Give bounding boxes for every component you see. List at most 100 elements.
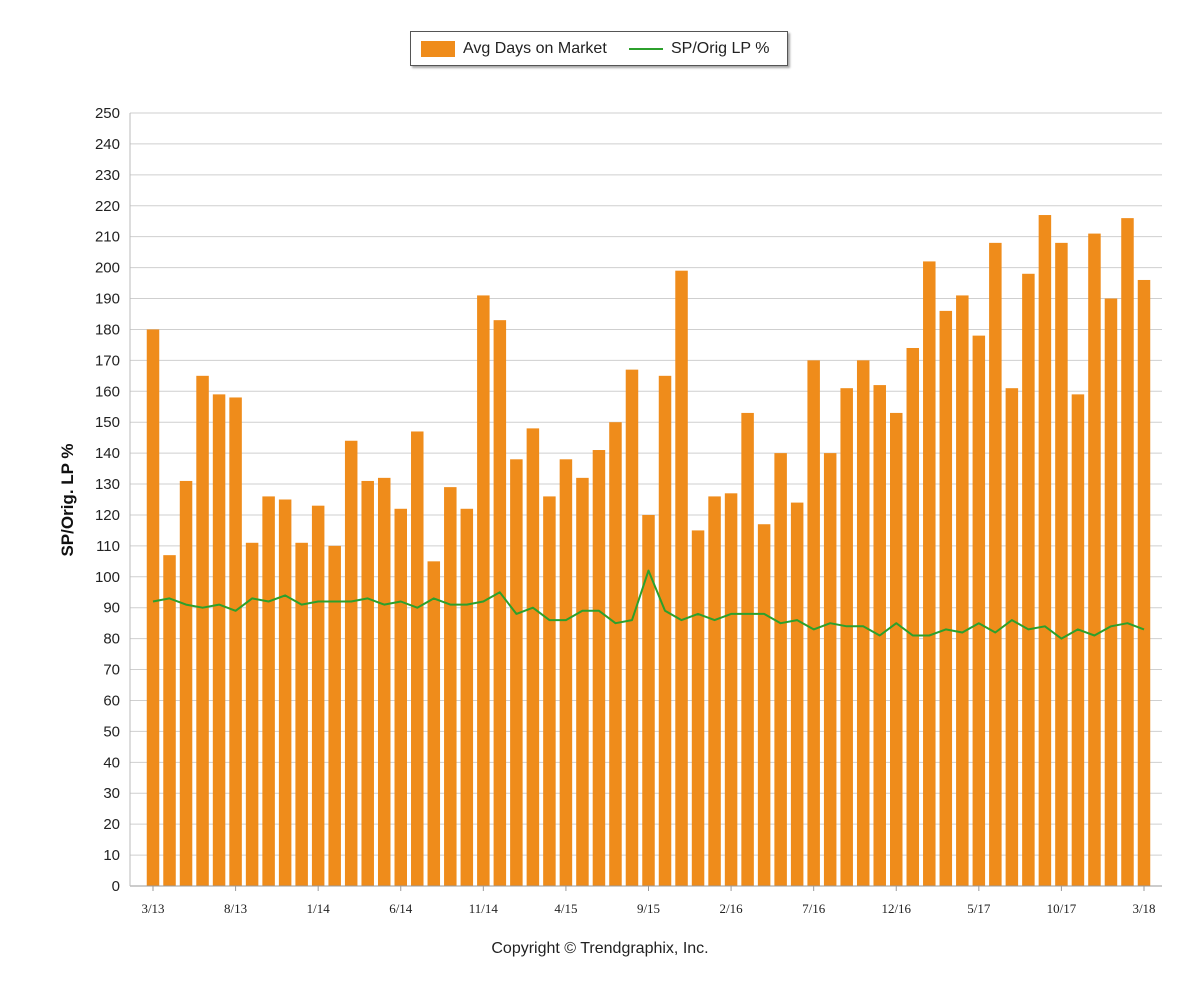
bar-8/13[interactable] bbox=[229, 397, 242, 886]
bar-6/17[interactable] bbox=[989, 242, 1002, 886]
bar-10/13[interactable] bbox=[262, 496, 275, 886]
bar-1/18[interactable] bbox=[1104, 298, 1118, 886]
bar-11/17[interactable] bbox=[1071, 394, 1085, 886]
bar-2/14[interactable] bbox=[328, 545, 341, 886]
bar-12/17[interactable] bbox=[1088, 233, 1101, 886]
bar-6/13[interactable] bbox=[196, 375, 209, 886]
x-tick-label: 3/13 bbox=[141, 901, 164, 916]
bar-8/15[interactable] bbox=[625, 369, 639, 886]
bar-2/16[interactable] bbox=[724, 493, 738, 886]
bar-9/16[interactable] bbox=[840, 388, 853, 886]
y-tick-label: 20 bbox=[103, 816, 120, 833]
bar-10/16[interactable] bbox=[856, 360, 870, 886]
y-tick-label: 170 bbox=[95, 352, 120, 369]
bar-3/15[interactable] bbox=[543, 496, 556, 886]
bar-7/14[interactable] bbox=[411, 431, 424, 886]
bar-3/16[interactable] bbox=[741, 412, 754, 886]
x-tick-label: 4/15 bbox=[554, 901, 577, 916]
legend-item-line[interactable]: SP/Orig LP % bbox=[629, 32, 769, 65]
y-tick-label: 190 bbox=[95, 291, 120, 308]
bar-3/18[interactable] bbox=[1137, 279, 1151, 886]
x-tick-label: 7/16 bbox=[802, 901, 826, 916]
bar-2/17[interactable] bbox=[923, 261, 936, 886]
bar-5/16[interactable] bbox=[774, 453, 787, 886]
bar-4/16[interactable] bbox=[757, 524, 771, 886]
bar-series bbox=[146, 215, 1151, 887]
bar-2/18[interactable] bbox=[1121, 218, 1134, 887]
copyright-text: Copyright © Trendgraphix, Inc. bbox=[491, 940, 709, 957]
bar-6/14[interactable] bbox=[394, 508, 408, 886]
bar-9/15[interactable] bbox=[642, 514, 655, 886]
y-tick-label: 110 bbox=[96, 538, 120, 555]
bar-1/16[interactable] bbox=[708, 496, 721, 886]
x-tick-label: 9/15 bbox=[637, 901, 660, 916]
x-tick-label: 10/17 bbox=[1047, 901, 1077, 916]
bar-11/14[interactable] bbox=[477, 295, 490, 887]
x-tick-label: 6/14 bbox=[389, 901, 413, 916]
line-series bbox=[152, 569, 1145, 640]
bar-10/15[interactable] bbox=[658, 375, 672, 886]
line-sp-orig-lp[interactable] bbox=[152, 569, 1145, 640]
y-tick-label: 100 bbox=[95, 569, 120, 586]
bar-4/17[interactable] bbox=[956, 295, 969, 887]
y-axis-title: SP/Orig. LP % bbox=[58, 443, 77, 557]
legend-label-line: SP/Orig LP % bbox=[671, 39, 770, 57]
x-tick-label: 2/16 bbox=[720, 901, 744, 916]
bar-8/16[interactable] bbox=[823, 453, 837, 886]
x-tick-labels: 3/13 8/13 1/14 6/14 11/14 4/15 9/15 2/16 7/16 12/… bbox=[141, 886, 1156, 916]
y-tick-label: 160 bbox=[95, 383, 120, 400]
y-tick-label: 210 bbox=[95, 229, 120, 246]
bar-1/17[interactable] bbox=[906, 347, 920, 886]
bar-11/15[interactable] bbox=[675, 270, 688, 886]
y-tick-label: 30 bbox=[103, 785, 120, 802]
bar-12/14[interactable] bbox=[493, 320, 507, 886]
bar-5/17[interactable] bbox=[972, 335, 986, 886]
y-tick-label: 0 bbox=[112, 878, 120, 895]
bar-10/14[interactable] bbox=[460, 508, 474, 886]
y-tick-label: 220 bbox=[95, 198, 120, 215]
y-tick-label: 140 bbox=[95, 445, 120, 462]
bar-2/15[interactable] bbox=[526, 428, 540, 886]
bar-8/14[interactable] bbox=[427, 561, 441, 886]
bar-12/13[interactable] bbox=[295, 542, 308, 886]
y-tick-label: 70 bbox=[103, 662, 120, 679]
bar-4/13[interactable] bbox=[163, 555, 176, 886]
bar-7/16[interactable] bbox=[807, 360, 820, 886]
legend: Avg Days on Market SP/Orig LP % bbox=[410, 31, 788, 66]
x-tick-label: 12/16 bbox=[881, 901, 911, 916]
bar-4/14[interactable] bbox=[361, 480, 374, 886]
bar-3/13[interactable] bbox=[146, 329, 160, 886]
bar-8/17[interactable] bbox=[1022, 273, 1035, 886]
y-tick-label: 120 bbox=[95, 507, 120, 524]
bar-11/13[interactable] bbox=[278, 499, 292, 887]
bar-4/15[interactable] bbox=[559, 459, 573, 886]
bar-3/17[interactable] bbox=[939, 310, 953, 886]
bar-9/17[interactable] bbox=[1038, 215, 1052, 886]
y-tick-label: 240 bbox=[95, 136, 120, 153]
bar-6/16[interactable] bbox=[790, 502, 804, 886]
bar-10/17[interactable] bbox=[1055, 242, 1068, 886]
x-tick-label: 8/13 bbox=[224, 901, 247, 916]
bar-1/15[interactable] bbox=[510, 459, 523, 886]
y-tick-labels: 0 10 20 30 40 50 60 70 80 90 100 110 120 130 140 150 160… bbox=[95, 105, 120, 895]
y-tick-label: 10 bbox=[103, 847, 120, 864]
bar-3/14[interactable] bbox=[344, 440, 358, 886]
bar-12/16[interactable] bbox=[890, 412, 903, 886]
bar-1/14[interactable] bbox=[311, 505, 325, 886]
bar-9/13[interactable] bbox=[245, 542, 259, 886]
bar-12/15[interactable] bbox=[691, 530, 705, 886]
bar-7/15[interactable] bbox=[609, 422, 622, 886]
bar-9/14[interactable] bbox=[444, 487, 457, 886]
bar-6/15[interactable] bbox=[592, 450, 606, 886]
bar-7/13[interactable] bbox=[212, 394, 226, 886]
y-tick-label: 230 bbox=[95, 167, 120, 184]
legend-item-bars[interactable]: Avg Days on Market bbox=[421, 32, 607, 65]
y-tick-label: 130 bbox=[95, 476, 120, 493]
bar-7/17[interactable] bbox=[1005, 388, 1019, 886]
y-tick-label: 60 bbox=[103, 692, 120, 709]
line-swatch-icon bbox=[629, 47, 663, 50]
bar-5/14[interactable] bbox=[377, 477, 391, 886]
bar-5/13[interactable] bbox=[179, 480, 193, 886]
x-tick-label: 5/17 bbox=[967, 901, 991, 916]
bar-5/15[interactable] bbox=[576, 477, 589, 886]
